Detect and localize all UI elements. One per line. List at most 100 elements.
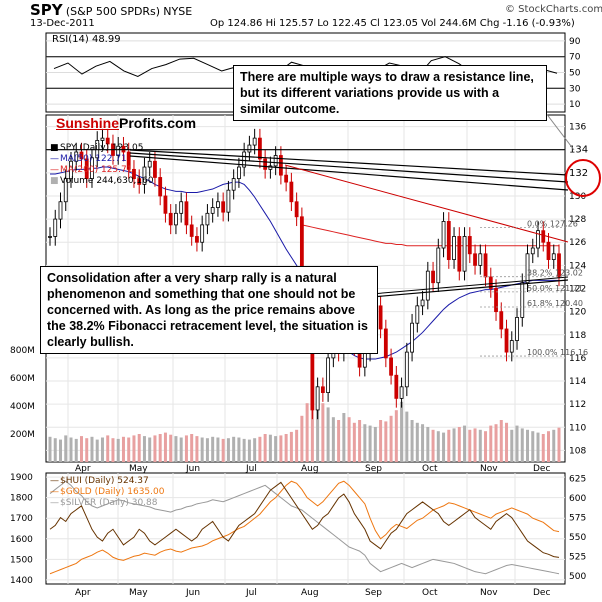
volume-bar [394, 410, 398, 462]
price-candle-body [383, 328, 388, 359]
volume-bar [352, 422, 356, 462]
fib-level-label: 100.0% 116.16 [527, 348, 588, 357]
price-candle-body [158, 177, 163, 197]
price-candle-body [483, 253, 488, 278]
volume-bar [121, 436, 125, 462]
metals-right-tick-label: 500 [569, 572, 586, 582]
price-candle-body [132, 168, 136, 180]
volume-bar [100, 437, 104, 462]
volume-bar [536, 432, 540, 462]
price-candle-body [404, 351, 409, 388]
volume-bar [85, 438, 89, 462]
volume-bar [179, 437, 183, 462]
hui-line [49, 481, 560, 558]
metals-legend-swatch: — [50, 498, 59, 508]
price-candle-body [84, 158, 89, 180]
volume-bar [289, 431, 293, 462]
price-candle-body [100, 137, 105, 141]
price-candle-body [105, 137, 110, 145]
volume-bar [415, 422, 419, 462]
resistance-line [129, 152, 569, 183]
price-candle-body [441, 221, 446, 249]
price-candle-body [457, 236, 462, 272]
metals-month-label: Sep [365, 588, 382, 598]
price-legend-entry: SPY (Daily) 123.05 [60, 143, 143, 153]
price-candle-body [378, 305, 383, 330]
price-candle-body [284, 174, 289, 183]
price-candle-body [557, 253, 561, 278]
support-line [359, 279, 569, 299]
price-candle-body [200, 224, 205, 243]
volume-bar [499, 420, 503, 462]
volume-bar [153, 435, 157, 462]
price-candle-body [69, 160, 73, 180]
price-candle-body [410, 322, 414, 353]
volume-bar [258, 436, 262, 462]
volume-bar [95, 439, 99, 462]
fib-level-label: 38.2% 123.02 [527, 269, 583, 278]
price-candle-body [226, 189, 231, 213]
volume-bar [64, 435, 68, 462]
price-month-label: Oct [422, 464, 438, 474]
volume-bar [205, 438, 209, 462]
volume-bar [368, 425, 372, 462]
metals-month-label: Jul [245, 588, 257, 598]
price-candle-body [425, 270, 430, 301]
volume-bar [274, 436, 278, 462]
volume-bar [547, 431, 551, 462]
price-tick-label: 122 [569, 285, 586, 295]
price-legend-swatch: ■ [50, 143, 59, 153]
brand-part2: Profits.com [119, 115, 197, 131]
ma200-line [301, 224, 559, 247]
price-month-label: Nov [480, 464, 498, 474]
rsi-legend: RSI(14) 48.99 [52, 34, 121, 45]
volume-bar [53, 438, 57, 462]
price-candle-body [488, 276, 493, 289]
ohlc-readout: Op 124.86 Hi 125.57 Lo 122.45 Cl 123.05 … [210, 18, 575, 29]
volume-bar [515, 425, 519, 462]
price-month-label: May [129, 464, 148, 474]
resistance-line [129, 149, 569, 176]
highlight-circle [565, 159, 601, 197]
volume-bar [253, 438, 257, 462]
volume-bar [305, 403, 309, 462]
volume-bar [452, 428, 456, 462]
price-candle-body [515, 317, 519, 341]
volume-bar [163, 432, 167, 462]
exchange: NYSE [163, 5, 193, 18]
rsi-tick-label: 70 [569, 53, 581, 63]
price-candle-body [237, 166, 241, 180]
volume-bar [132, 435, 136, 462]
price-candle-body [242, 151, 247, 168]
metals-right-tick-label: 550 [569, 533, 586, 543]
price-candle-body [452, 236, 456, 260]
price-candle-body [541, 230, 546, 243]
price-candle-body [205, 212, 210, 226]
metals-left-tick-label: 1900 [10, 473, 33, 483]
metals-right-tick-label: 625 [569, 474, 586, 484]
price-candle-body [494, 288, 498, 313]
volume-bar [531, 431, 535, 462]
price-candle-body [525, 253, 530, 284]
price-candle-body [216, 201, 220, 208]
price-candle-body [326, 357, 331, 393]
price-candle-body [252, 137, 257, 146]
price-candle-body [294, 201, 299, 218]
price-candle-body [53, 218, 58, 237]
volume-bar [463, 425, 467, 462]
price-candle-body [536, 230, 540, 249]
price-candle-body [546, 241, 551, 260]
volume-bar [331, 417, 335, 462]
volume-bar [489, 425, 493, 462]
volume-tick-label: 600M [10, 374, 35, 384]
price-candle-body [179, 201, 184, 214]
price-legend-entry: MA(50) 122.71 [60, 154, 127, 164]
metals-legend-swatch: — [50, 487, 59, 497]
annotation-top: There are multiple ways to draw a resist… [233, 65, 547, 121]
price-candle-body [278, 155, 283, 176]
chart-source: © StockCharts.com [505, 4, 602, 15]
metals-month-label: May [129, 588, 148, 598]
volume-bar [541, 434, 545, 462]
volume-bar [106, 435, 110, 462]
price-legend-swatch: ■ [50, 176, 59, 186]
